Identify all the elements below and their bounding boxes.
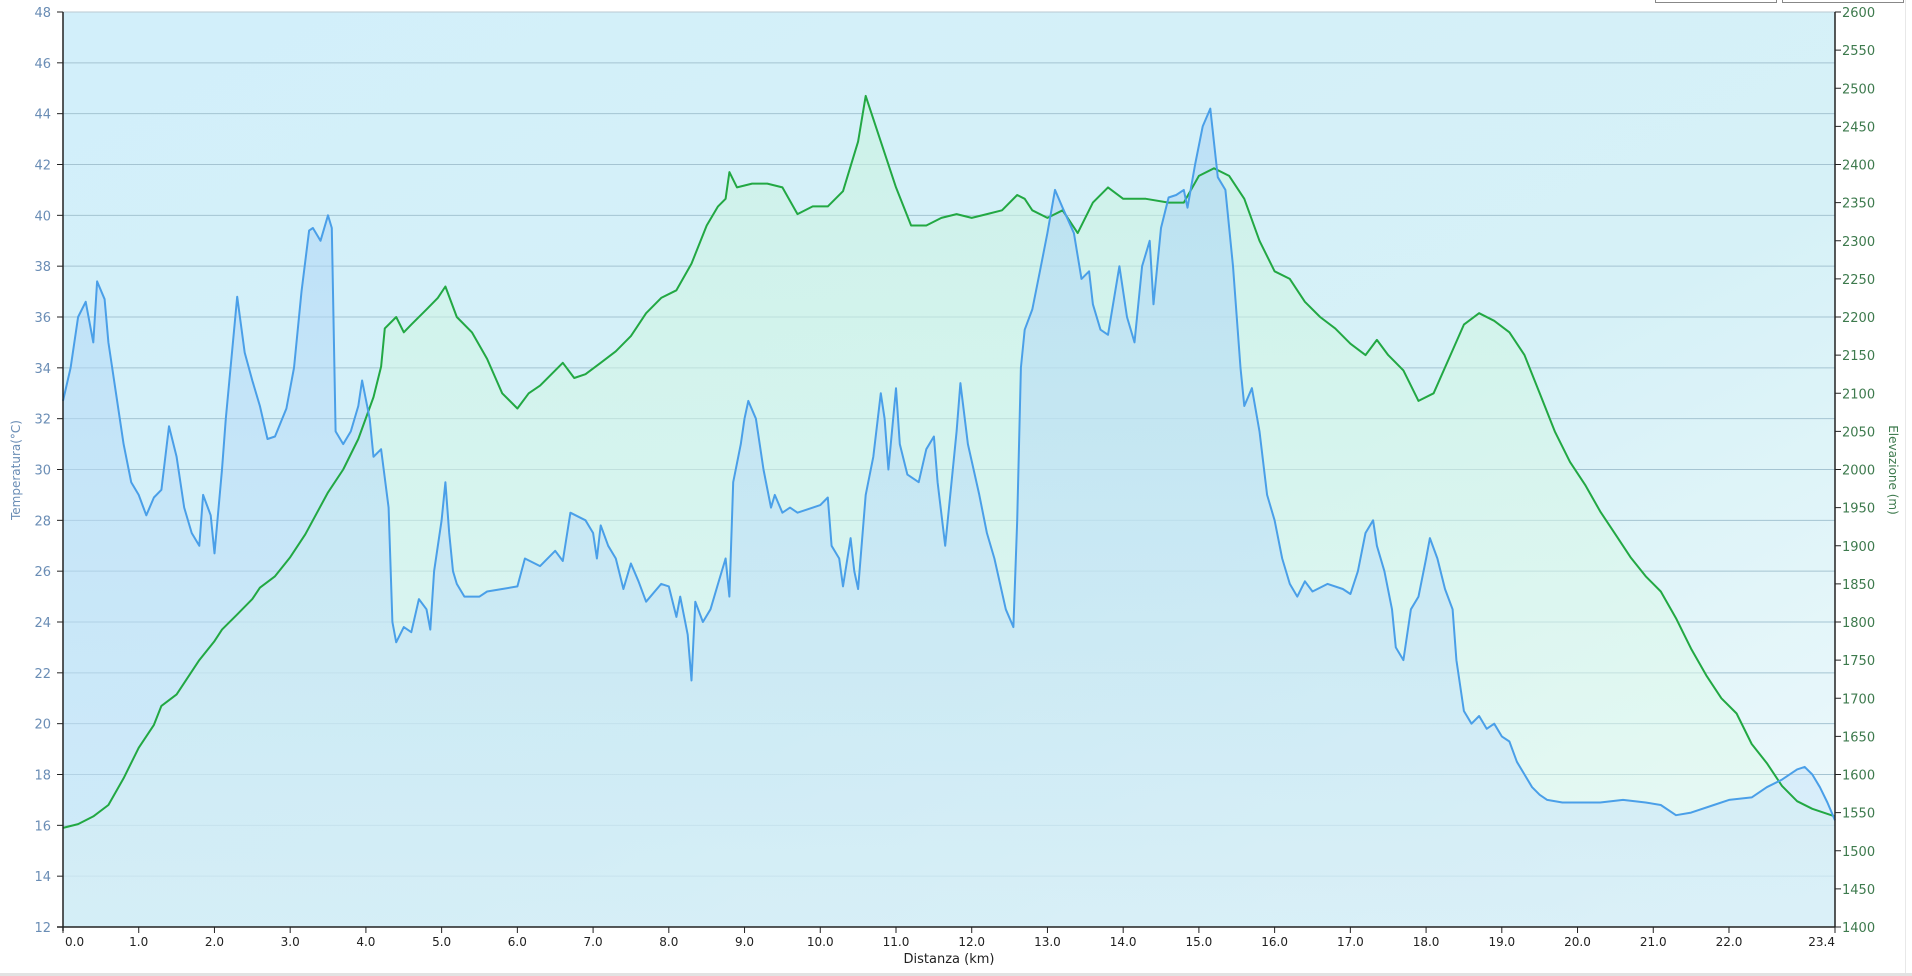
left-tick-label: 32 [34,413,51,428]
left-tick-label: 24 [34,616,51,631]
right-tick-label: 1500 [1842,845,1875,860]
left-tick-label: 26 [34,565,51,580]
x-tick-label: 18.0 [1413,935,1440,949]
left-tick-label: 30 [34,464,51,479]
right-tick-label: 1750 [1842,654,1875,669]
left-tick-label: 22 [34,667,51,682]
left-tick-label: 18 [34,769,51,784]
top-button-2[interactable] [1782,0,1904,3]
x-tick-label: 21.0 [1640,935,1667,949]
temperatura-area [63,108,1835,928]
x-axis-title: Distanza (km) [904,952,995,967]
left-tick-label: 44 [34,108,51,123]
left-tick-label: 14 [34,870,51,885]
right-tick-label: 2350 [1842,197,1875,212]
x-tick-label: 3.0 [281,935,300,949]
right-tick-label: 2550 [1842,44,1875,59]
right-tick-label: 1900 [1842,540,1875,555]
left-tick-label: 36 [34,311,51,326]
right-tick-label: 1800 [1842,616,1875,631]
x-tick-label: 7.0 [584,935,603,949]
right-tick-label: 2400 [1842,159,1875,174]
x-tick-label: 15.0 [1186,935,1213,949]
right-tick-label: 1450 [1842,883,1875,898]
right-tick-label: 1850 [1842,578,1875,593]
x-tick-label: 17.0 [1337,935,1364,949]
x-tick-label: 22.0 [1716,935,1743,949]
top-button-1[interactable] [1655,0,1777,3]
left-tick-label: 46 [34,57,51,72]
x-tick-label: 5.0 [432,935,451,949]
x-tick-label: 9.0 [735,935,754,949]
right-tick-label: 2300 [1842,235,1875,250]
x-tick-label: 19.0 [1488,935,1515,949]
right-tick-label: 1400 [1842,921,1875,936]
left-tick-label: 48 [34,6,51,21]
right-tick-label: 2100 [1842,387,1875,402]
x-tick-label: 16.0 [1261,935,1288,949]
x-tick-label: 14.0 [1110,935,1137,949]
right-tick-label: 2250 [1842,273,1875,288]
left-tick-label: 34 [34,362,51,377]
left-tick-label: 28 [34,514,51,529]
right-tick-label: 2050 [1842,425,1875,440]
right-tick-label: 1550 [1842,807,1875,822]
window-edge [1905,0,1906,976]
left-axis-title: Temperatura(°C) [9,420,23,521]
right-tick-label: 2000 [1842,464,1875,479]
elevazione-line [62,94,1836,829]
right-tick-label: 1950 [1842,502,1875,517]
x-tick-label: 12.0 [958,935,985,949]
left-tick-label: 16 [34,819,51,834]
x-tick-label: 4.0 [356,935,375,949]
right-tick-label: 2150 [1842,349,1875,364]
right-tick-label: 2600 [1842,6,1875,21]
left-tick-label: 40 [34,209,51,224]
x-tick-label: 6.0 [508,935,527,949]
right-tick-label: 2500 [1842,82,1875,97]
x-tick-label: 2.0 [205,935,224,949]
x-tick-label: 13.0 [1034,935,1061,949]
x-tick-label: 10.0 [807,935,834,949]
right-tick-label: 1600 [1842,769,1875,784]
right-tick-label: 2450 [1842,120,1875,135]
right-tick-label: 2200 [1842,311,1875,326]
left-tick-label: 20 [34,718,51,733]
left-tick-label: 38 [34,260,51,275]
x-tick-label: 1.0 [129,935,148,949]
left-tick-label: 42 [34,159,51,174]
right-tick-label: 1700 [1842,692,1875,707]
x-tick-label: 20.0 [1564,935,1591,949]
x-tick-label: 23.4 [1808,935,1835,949]
right-axis-title: Elevazione (m) [1886,425,1900,515]
x-tick-label: 11.0 [883,935,910,949]
temperatura-line [62,107,1836,821]
bottom-divider [0,973,1912,976]
x-tick-label: 8.0 [659,935,678,949]
right-tick-label: 1650 [1842,730,1875,745]
left-tick-label: 12 [34,921,51,936]
x-tick-label: 0.0 [65,935,84,949]
